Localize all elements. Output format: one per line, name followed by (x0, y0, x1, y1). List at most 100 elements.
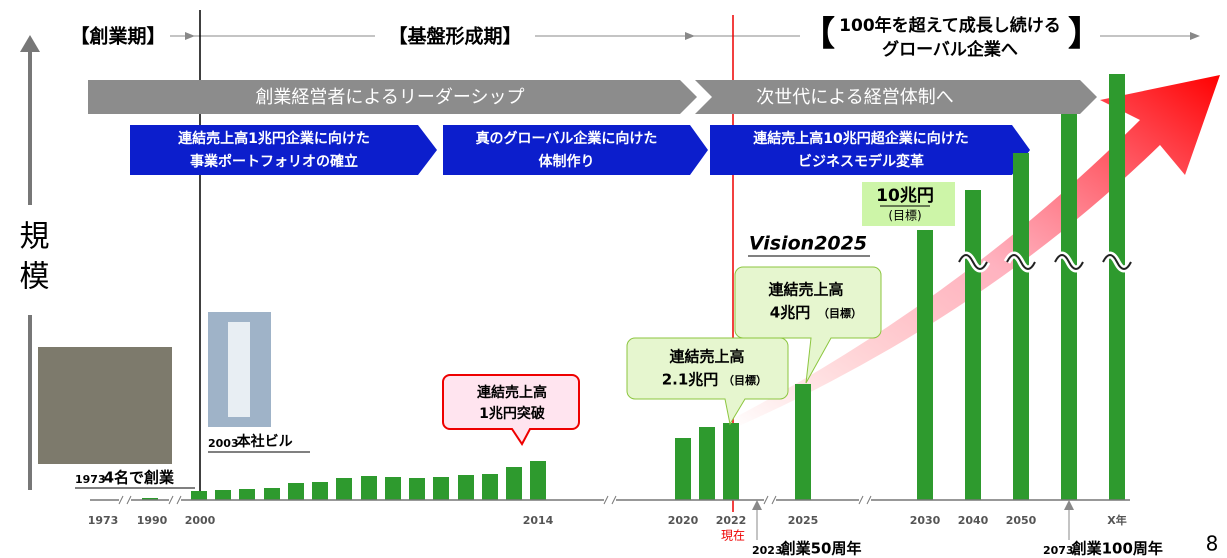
strategy-label: 真のグローバル企業に向けた (476, 130, 658, 147)
callout-text: （目標） (723, 373, 767, 387)
strategy-label: 連結売上高10兆円超企業に向けた (753, 130, 968, 147)
bar (1109, 74, 1125, 500)
callout-text: 連結売上高 (477, 384, 547, 401)
bar (699, 427, 715, 500)
phase-label: 100年を超えて成長し続ける (839, 15, 1061, 36)
milestone-text: 4名で創業 (104, 469, 175, 487)
break-mark (1054, 254, 1084, 270)
phase-bracket: 【 (801, 15, 835, 55)
year-label: 2030 (910, 514, 941, 527)
vision-label: Vision2025 (749, 233, 867, 255)
bar (215, 490, 231, 500)
year-label: 2020 (668, 514, 699, 527)
strategy-arrow (443, 125, 708, 175)
axis-break (858, 495, 872, 505)
milestone-text: 本社ビル (237, 433, 293, 450)
bar (530, 461, 546, 500)
callout-text: 2.1兆円 (662, 371, 719, 389)
phase-arrowhead (185, 32, 195, 40)
axis-break (118, 495, 132, 505)
axis-break (168, 495, 182, 505)
year-label: 2025 (788, 514, 819, 527)
phase-arrowhead (685, 32, 695, 40)
milestone-year: 2003 (208, 437, 239, 450)
milestone-year: 1973 (75, 473, 106, 486)
bar (723, 423, 739, 500)
bar (506, 467, 522, 500)
callout (734, 266, 882, 384)
bar (239, 489, 255, 500)
year-label: 2040 (958, 514, 989, 527)
now-label: 現在 (721, 529, 745, 543)
axis-break (763, 495, 777, 505)
target-note: (目標) (888, 209, 921, 223)
callout (626, 337, 789, 426)
year-label: 2050 (1006, 514, 1037, 527)
bar (482, 474, 498, 500)
strategy-label: 連結売上高1兆円企業に向けた (178, 130, 370, 147)
phase-bg (62, 24, 170, 50)
callout-text: 1兆円突破 (479, 405, 545, 422)
strategy-label: 事業ポートフォリオの確立 (190, 153, 358, 170)
break-mark (958, 254, 988, 270)
bar (917, 230, 933, 500)
leadership-arrow (88, 80, 697, 114)
year-label: 1973 (88, 514, 119, 527)
axis-label: 規模 (14, 220, 50, 300)
milestone-text: 創業50周年 (780, 540, 862, 558)
strategy-arrow (130, 125, 437, 175)
callout-text: 連結売上高 (768, 281, 843, 299)
phase-label: グローバル企業へ (882, 39, 1018, 60)
phase-bg (800, 8, 1100, 64)
bar (361, 476, 377, 500)
bar (191, 491, 207, 500)
leadership-label: 次世代による経営体制へ (756, 87, 953, 108)
bar (142, 498, 158, 500)
page-number: 8 (1206, 532, 1219, 556)
break-mark (1006, 254, 1036, 270)
bar (264, 488, 280, 500)
building (228, 322, 250, 417)
strategy-arrow (710, 125, 1030, 175)
founders-photo (38, 347, 172, 464)
bar (288, 483, 304, 500)
bar (795, 384, 811, 500)
bar (1061, 114, 1077, 500)
milestone-year: 2073 (1043, 544, 1074, 557)
bar (1013, 153, 1029, 500)
bar (675, 438, 691, 500)
year-label: 2000 (185, 514, 216, 527)
target-amount: 10兆円 (876, 186, 934, 206)
bar (965, 190, 981, 500)
phase-bg (375, 24, 535, 50)
growth-arrow (730, 75, 1220, 430)
bar (458, 475, 474, 500)
phase-bracket: 】 (1068, 15, 1102, 55)
strategy-label: ビジネスモデル変革 (798, 153, 924, 170)
target-box (862, 182, 955, 226)
callout-text: 4兆円 (770, 304, 810, 322)
bar (312, 482, 328, 500)
phase-label: 【創業期】 (70, 25, 165, 48)
axis-arrow-head (20, 35, 40, 52)
milestone-text: 創業100周年 (1071, 540, 1163, 558)
milestone-year: 2023 (752, 544, 783, 557)
axis-gap (10, 205, 50, 315)
callout-text: （目標） (818, 306, 862, 320)
callout (442, 374, 580, 446)
leadership-label: 創業経営者によるリーダーシップ (255, 87, 524, 108)
year-label: 2022 (716, 514, 747, 527)
strategy-label: 体制作り (539, 153, 595, 170)
marker-head (1064, 500, 1074, 510)
phase-label: 【基盤形成期】 (388, 25, 521, 48)
leadership-arrow (695, 80, 1097, 114)
bar (433, 477, 449, 500)
bar (336, 478, 352, 500)
marker-head (752, 500, 762, 510)
break-mark (1102, 254, 1132, 270)
callout-text: 連結売上高 (669, 348, 744, 366)
bar (409, 478, 425, 500)
year-label: X年 (1107, 513, 1126, 527)
phase-arrowhead (1190, 32, 1200, 40)
